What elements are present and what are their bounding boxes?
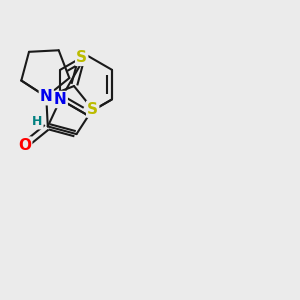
Text: S: S: [76, 50, 87, 65]
Text: S: S: [87, 102, 98, 117]
Text: O: O: [18, 138, 31, 153]
Text: N: N: [40, 89, 52, 104]
Text: N: N: [54, 92, 67, 107]
Text: H: H: [32, 116, 43, 128]
